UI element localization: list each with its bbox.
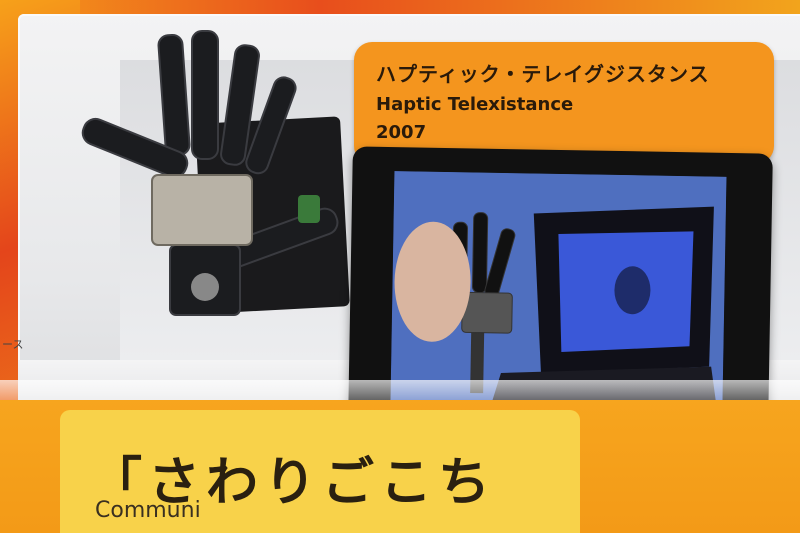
exhibit-year: 2007: [376, 122, 427, 143]
exhibit-title-en: Haptic Telexistance: [376, 94, 574, 115]
screen-photo-content: [389, 171, 727, 445]
exhibit-sign-panel: [60, 410, 580, 533]
side-text-fragment: ース: [2, 338, 24, 351]
exhibit-title-jp: ハプティック・テレイグジスタンス: [376, 62, 710, 86]
sign-title-jp: 「さわりごこち: [90, 453, 497, 513]
tablet-screen-photo: [389, 171, 727, 445]
exhibit-label: ハプティック・テレイグジスタンス Haptic Telexistance 200…: [354, 42, 774, 164]
tablet-display: [347, 146, 773, 484]
sign-title-en: Communi: [95, 498, 201, 523]
robot-hand: [81, 30, 339, 316]
